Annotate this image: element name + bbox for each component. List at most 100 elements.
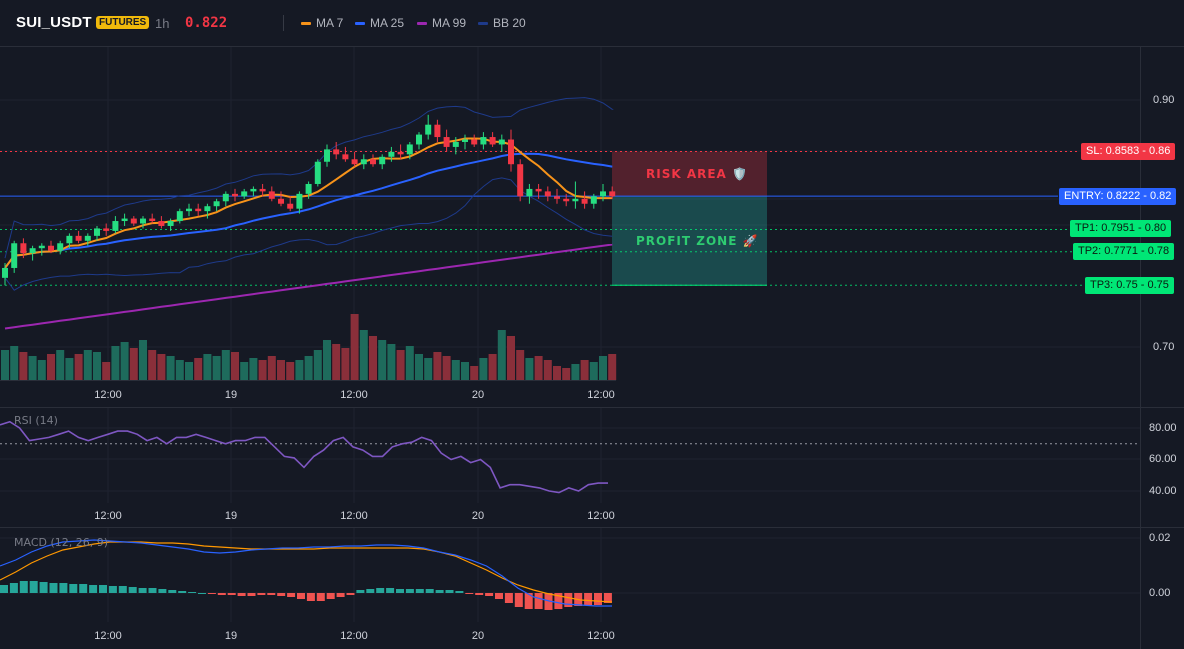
candle-body <box>94 228 100 236</box>
macd-histogram-bar <box>366 589 375 593</box>
ma25-line <box>4 152 613 269</box>
candle-body <box>609 191 616 197</box>
macd-histogram-bar <box>79 584 88 593</box>
time-label: 12:00 <box>94 389 122 401</box>
volume-bar <box>102 362 111 380</box>
macd-histogram-bar <box>188 592 197 593</box>
legend-ma7[interactable]: MA 7 <box>301 16 343 30</box>
candle-body <box>370 159 376 165</box>
volume-bar <box>525 358 534 380</box>
sl-tag[interactable]: SL: 0.8583 - 0.86 <box>1081 143 1176 160</box>
macd-histogram-bar <box>465 593 474 594</box>
macd-histogram-bar <box>198 593 206 594</box>
volume-bar <box>129 348 138 380</box>
time-label: 19 <box>224 630 238 642</box>
macd-histogram-bar <box>415 589 424 593</box>
candle-body <box>425 124 432 135</box>
candle-body <box>103 228 110 231</box>
candle-body <box>379 156 386 165</box>
volume-bar <box>405 346 414 380</box>
volume-bar <box>497 330 506 380</box>
ma25-swatch-icon <box>355 21 365 25</box>
volume-bar <box>424 358 433 380</box>
macd-title[interactable]: MACD (12, 26, 9) <box>14 536 109 549</box>
timeframe-label[interactable]: 1h <box>155 16 170 31</box>
legend-ma25[interactable]: MA 25 <box>355 16 404 30</box>
volume-bar <box>221 350 230 380</box>
macd-histogram-bar <box>217 593 226 595</box>
symbol-name[interactable]: SUI_USDT <box>16 14 92 31</box>
time-label: 12:00 <box>340 510 368 522</box>
time-label: 12:00 <box>340 630 368 642</box>
candle-body <box>517 164 524 197</box>
tp3-tag[interactable]: TP3: 0.75 - 0.75 <box>1085 277 1174 294</box>
time-label: 12:00 <box>587 510 615 522</box>
entry-tag[interactable]: ENTRY: 0.8222 - 0.82 <box>1059 188 1177 205</box>
time-label: 12:00 <box>587 389 615 401</box>
volume-bar <box>267 356 276 380</box>
volume-bar <box>37 360 46 380</box>
rsi-title[interactable]: RSI (14) <box>14 414 58 427</box>
macd-histogram-bar <box>89 585 98 593</box>
legend-bb20[interactable]: BB 20 <box>478 16 526 30</box>
candle-body <box>443 137 450 147</box>
futures-badge: FUTURES <box>96 16 150 29</box>
volume-bar <box>148 350 157 380</box>
volume-bar <box>608 354 617 380</box>
price-tick-0-70: 0.70 <box>1153 341 1175 353</box>
candle-body <box>480 137 487 145</box>
volume-bar <box>332 344 341 380</box>
volume-bar <box>415 354 423 380</box>
macd-histogram-bar <box>475 593 484 595</box>
macd-histogram-bar <box>495 593 503 599</box>
moving-averages <box>4 137 613 330</box>
rsi-pane <box>0 420 1140 494</box>
macd-histogram-bar <box>564 593 573 607</box>
macd-histogram-bar <box>584 593 593 605</box>
volume-bar <box>83 350 92 380</box>
candle-body <box>296 193 303 209</box>
ma7-line <box>4 137 613 269</box>
candle-body <box>38 245 45 249</box>
volume-bar <box>139 340 147 380</box>
macd-histogram-bar <box>257 593 266 595</box>
volume-bar <box>323 340 331 380</box>
volume-bar <box>120 342 129 380</box>
volume-bar <box>28 356 37 380</box>
candle-body <box>66 235 73 244</box>
volume-bar <box>534 356 543 380</box>
tp1-tag[interactable]: TP1: 0.7951 - 0.80 <box>1070 220 1172 237</box>
candle-body <box>508 139 514 165</box>
macd-histogram-bar <box>168 590 177 593</box>
macd-histogram-bar <box>396 589 404 593</box>
volume-bar <box>589 362 598 380</box>
rsi-line <box>0 420 608 494</box>
volume-bars <box>0 314 617 381</box>
volume-bar <box>277 360 285 380</box>
candle-body <box>287 203 294 209</box>
macd-histogram-bar <box>178 591 187 593</box>
macd-histogram-bar <box>405 589 414 593</box>
time-label: 12:00 <box>94 510 122 522</box>
candle-body <box>397 151 404 155</box>
candle-body <box>57 243 64 251</box>
volume-bar <box>516 350 525 380</box>
tp2-tag[interactable]: TP2: 0.7771 - 0.78 <box>1073 243 1175 260</box>
volume-bar <box>166 356 175 380</box>
macd-histogram-bar <box>99 585 107 593</box>
volume-bar <box>433 352 442 380</box>
volume-bar <box>304 356 313 380</box>
risk-zone-box <box>612 151 767 197</box>
candle-body <box>489 137 496 145</box>
legend-ma99[interactable]: MA 99 <box>417 16 466 30</box>
candle-body <box>342 154 349 160</box>
candle-body <box>195 208 202 212</box>
volume-bar <box>65 358 74 380</box>
macd-histogram-bar <box>455 591 464 593</box>
time-label: 12:00 <box>94 630 122 642</box>
macd-histogram-bar <box>247 593 256 596</box>
candle-body <box>600 191 606 197</box>
volume-bar <box>74 354 83 380</box>
macd-histogram-bar <box>356 590 365 593</box>
